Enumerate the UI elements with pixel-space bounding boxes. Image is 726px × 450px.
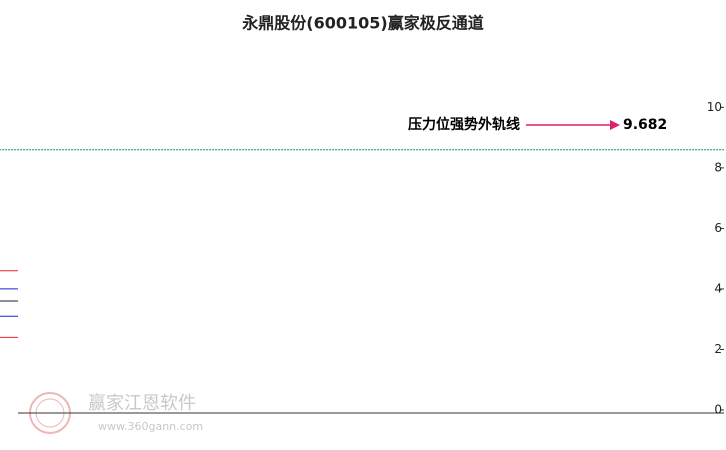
y-tick-label: 2 bbox=[714, 342, 722, 356]
y-tick-label: 4 bbox=[714, 281, 722, 295]
band-line bbox=[0, 300, 19, 302]
y-tick-label: 0 bbox=[714, 403, 722, 417]
y-tick-label: 8 bbox=[714, 160, 722, 174]
watermark: 赢家江恩软件 bbox=[88, 392, 196, 414]
annotation-arrowhead bbox=[610, 120, 620, 130]
band-line bbox=[0, 336, 18, 338]
annotation-value: 9.682 bbox=[623, 117, 667, 133]
band-line bbox=[0, 315, 19, 317]
chart-title: 永鼎股份(600105)赢家极反通道 bbox=[241, 14, 483, 33]
band-line bbox=[0, 288, 19, 290]
y-tick-label: 6 bbox=[714, 221, 722, 235]
annotation-text: 压力位强势外轨线 bbox=[408, 116, 520, 133]
y-tick-label: 10 bbox=[707, 100, 722, 114]
watermark: www.360gann.com bbox=[98, 420, 203, 433]
